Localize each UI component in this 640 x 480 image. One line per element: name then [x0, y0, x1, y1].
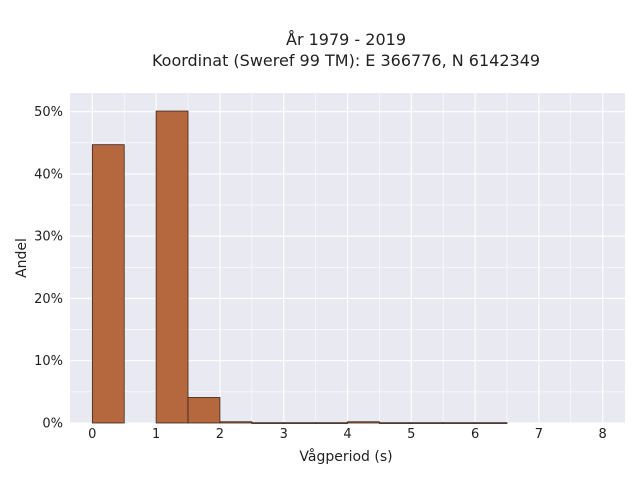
x-axis-label: Vågperiod (s) [299, 448, 392, 465]
x-tick-label: 1 [152, 427, 160, 442]
y-tick-label: 40% [34, 167, 63, 182]
y-tick-label: 50% [34, 105, 63, 120]
y-tick-label: 30% [34, 230, 63, 245]
x-tick-label: 4 [343, 427, 351, 442]
histogram-bar [251, 422, 285, 424]
x-tick-label: 7 [535, 427, 543, 442]
chart-title-line-2: Koordinat (Sweref 99 TM): E 366776, N 61… [152, 51, 540, 70]
histogram-bar [315, 422, 348, 424]
x-tick-label: 5 [407, 427, 415, 442]
histogram-bar [219, 421, 253, 424]
y-tick-label: 20% [34, 292, 63, 307]
histogram-bar [410, 422, 444, 424]
chart-title-line-1: År 1979 - 2019 [286, 30, 406, 49]
x-tick-label: 2 [216, 427, 224, 442]
x-tick-label: 3 [280, 427, 288, 442]
histogram-bar [378, 422, 412, 424]
histogram-bar [347, 421, 380, 424]
histogram-bar [474, 422, 508, 424]
y-axis-ticks: 0% 10% 20% 30% 40% 50% [34, 105, 63, 431]
histogram-bar [155, 110, 189, 424]
histogram-bar [283, 422, 317, 424]
x-tick-label: 6 [471, 427, 479, 442]
x-axis-ticks: 0 1 2 3 4 5 6 7 8 [88, 427, 607, 442]
y-tick-label: 0% [42, 417, 63, 432]
bars [91, 110, 508, 424]
histogram-bar [442, 422, 476, 424]
y-tick-label: 10% [34, 354, 63, 369]
y-axis-label: Andel [14, 238, 30, 278]
x-tick-label: 0 [88, 427, 96, 442]
x-tick-label: 8 [599, 427, 607, 442]
histogram-bar [91, 144, 125, 424]
histogram-bar [187, 397, 221, 424]
